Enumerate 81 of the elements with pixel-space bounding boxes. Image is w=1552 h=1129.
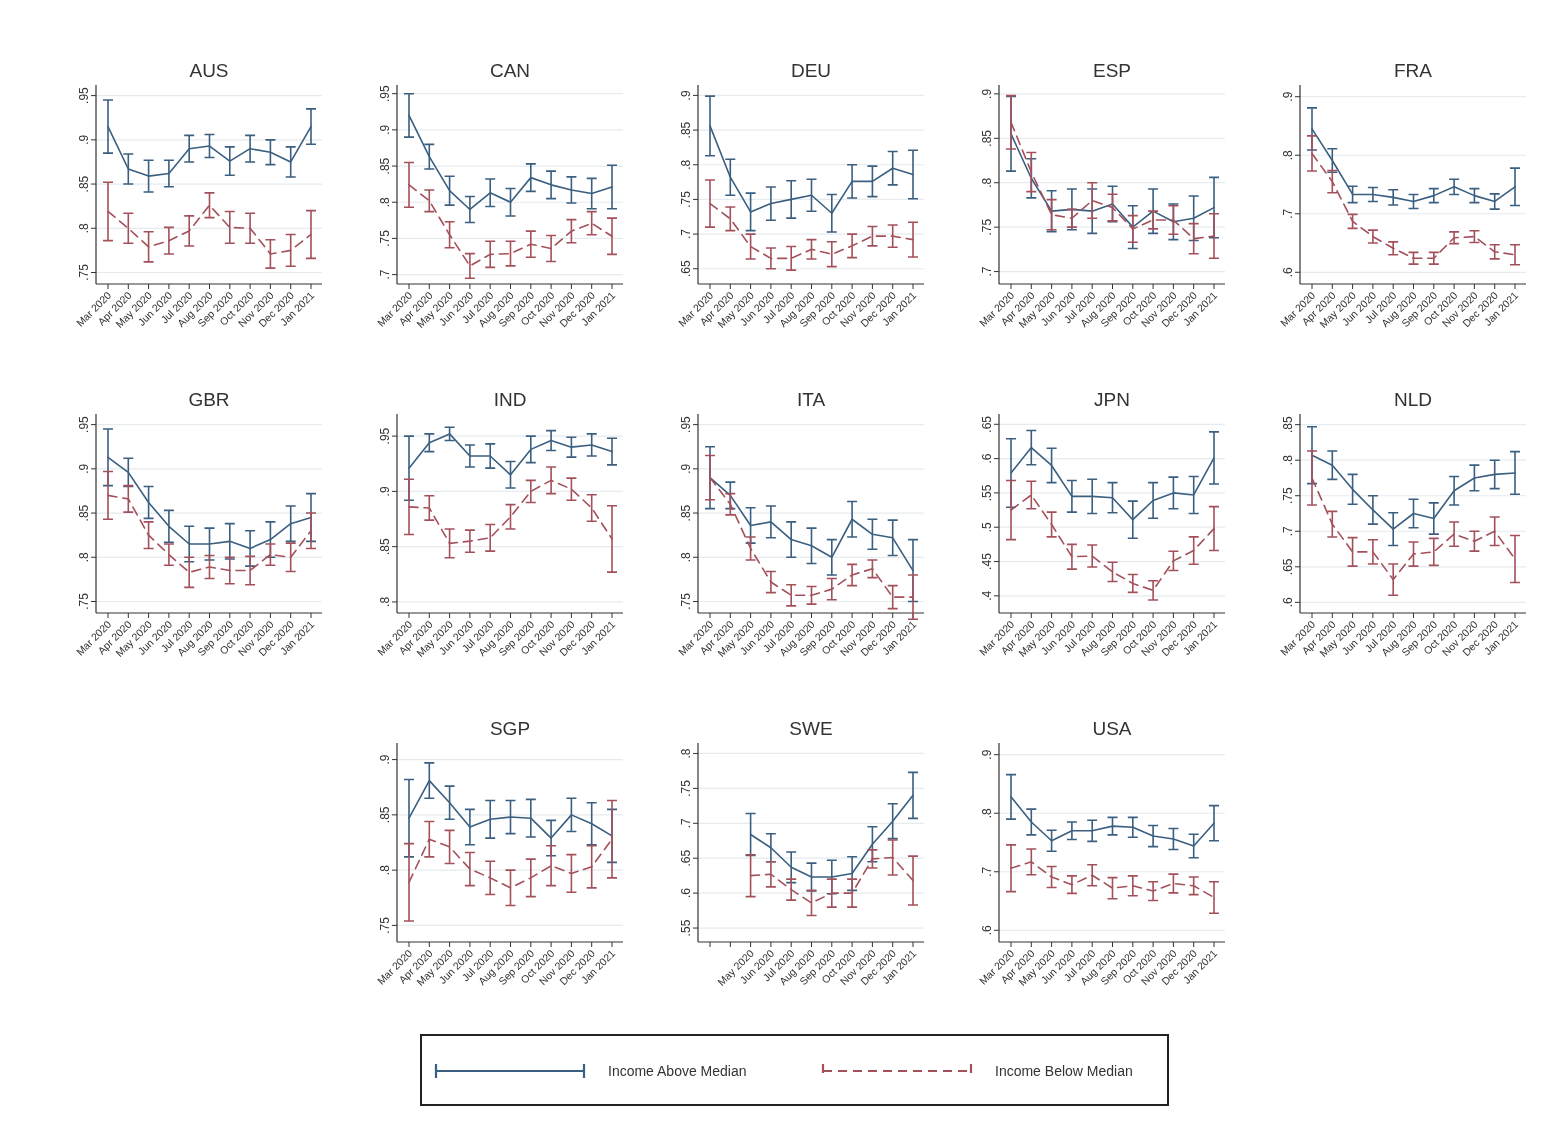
y-tick-label: .7 bbox=[679, 817, 693, 829]
y-tick-label: .45 bbox=[980, 552, 994, 570]
y-tick-label: .75 bbox=[77, 592, 91, 610]
y-tick-label: .85 bbox=[980, 129, 994, 147]
y-tick-label: .85 bbox=[77, 504, 91, 522]
y-tick-label: .8 bbox=[378, 596, 392, 607]
y-tick-label: .8 bbox=[1281, 454, 1295, 466]
chart-title: FRA bbox=[1394, 60, 1433, 81]
y-tick-label: .9 bbox=[378, 124, 392, 135]
legend-label: Income Above Median bbox=[608, 1063, 747, 1079]
chart-title: ITA bbox=[796, 389, 826, 410]
y-tick-label: .65 bbox=[980, 415, 994, 433]
y-tick-label: .55 bbox=[980, 484, 994, 502]
y-tick-label: .8 bbox=[1281, 149, 1295, 161]
chart-title: DEU bbox=[790, 60, 832, 81]
y-tick-label: .8 bbox=[980, 177, 994, 188]
y-tick-label: .75 bbox=[378, 916, 392, 934]
y-tick-label: .8 bbox=[378, 864, 392, 876]
y-tick-label: .75 bbox=[1281, 487, 1295, 505]
y-tick-label: .8 bbox=[679, 159, 693, 170]
y-tick-label: .95 bbox=[77, 415, 91, 433]
chart-title: ESP bbox=[1092, 60, 1132, 81]
legend-label: Income Below Median bbox=[995, 1063, 1133, 1079]
y-tick-label: .75 bbox=[679, 779, 693, 797]
y-tick-label: .6 bbox=[1281, 266, 1295, 278]
y-tick-label: .9 bbox=[980, 749, 994, 760]
y-tick-label: .5 bbox=[980, 521, 994, 533]
y-tick-label: .85 bbox=[1281, 416, 1295, 433]
y-tick-label: .8 bbox=[679, 748, 693, 759]
chart-title: USA bbox=[1092, 718, 1132, 739]
y-tick-label: .4 bbox=[980, 590, 994, 601]
y-tick-label: .6 bbox=[980, 453, 994, 464]
y-tick-label: .9 bbox=[378, 754, 392, 765]
y-tick-label: .8 bbox=[980, 807, 994, 819]
y-tick-label: .65 bbox=[1281, 558, 1295, 576]
y-tick-label: .65 bbox=[679, 849, 693, 867]
y-tick-label: .9 bbox=[679, 90, 693, 101]
chart-title: SWE bbox=[789, 718, 833, 739]
y-tick-label: .9 bbox=[77, 463, 91, 474]
y-tick-label: .6 bbox=[679, 887, 693, 899]
y-tick-label: .65 bbox=[679, 260, 693, 278]
y-tick-label: .6 bbox=[1281, 597, 1295, 608]
y-tick-label: .7 bbox=[1281, 208, 1295, 219]
y-tick-label: .9 bbox=[679, 463, 693, 474]
chart-title: JPN bbox=[1094, 389, 1130, 410]
y-tick-label: .9 bbox=[980, 88, 994, 99]
y-tick-label: .85 bbox=[77, 175, 91, 193]
chart-title: AUS bbox=[189, 60, 229, 81]
y-tick-label: .75 bbox=[77, 263, 91, 281]
y-tick-label: .9 bbox=[77, 134, 91, 145]
y-tick-label: .85 bbox=[378, 806, 392, 824]
y-tick-label: .9 bbox=[1281, 91, 1295, 102]
y-tick-label: .6 bbox=[980, 924, 994, 936]
chart-title: CAN bbox=[489, 60, 531, 81]
y-tick-label: .75 bbox=[378, 229, 392, 247]
y-tick-label: .85 bbox=[378, 157, 392, 175]
chart-title: IND bbox=[493, 389, 527, 410]
y-tick-label: .95 bbox=[378, 85, 392, 103]
chart-title: GBR bbox=[188, 389, 230, 410]
y-tick-label: .85 bbox=[679, 121, 693, 139]
y-tick-label: .9 bbox=[378, 486, 392, 497]
y-tick-label: .7 bbox=[980, 866, 994, 877]
y-tick-label: .95 bbox=[378, 427, 392, 445]
y-tick-label: .8 bbox=[679, 551, 693, 563]
y-tick-label: .85 bbox=[378, 538, 392, 556]
y-tick-label: .95 bbox=[679, 415, 693, 433]
y-tick-label: .8 bbox=[378, 196, 392, 208]
y-tick-label: .7 bbox=[378, 269, 392, 280]
y-tick-label: .7 bbox=[980, 266, 994, 277]
y-tick-label: .95 bbox=[77, 86, 91, 104]
y-tick-label: .7 bbox=[1281, 525, 1295, 537]
y-tick-label: .55 bbox=[679, 919, 693, 937]
y-tick-label: .85 bbox=[679, 504, 693, 522]
y-tick-label: .75 bbox=[679, 592, 693, 610]
y-tick-label: .8 bbox=[77, 222, 91, 234]
y-tick-label: .75 bbox=[679, 190, 693, 208]
y-tick-label: .7 bbox=[679, 228, 693, 240]
y-tick-label: .75 bbox=[980, 218, 994, 236]
chart-title: NLD bbox=[1393, 389, 1433, 410]
chart-title: SGP bbox=[489, 718, 531, 739]
y-tick-label: .8 bbox=[77, 551, 91, 563]
